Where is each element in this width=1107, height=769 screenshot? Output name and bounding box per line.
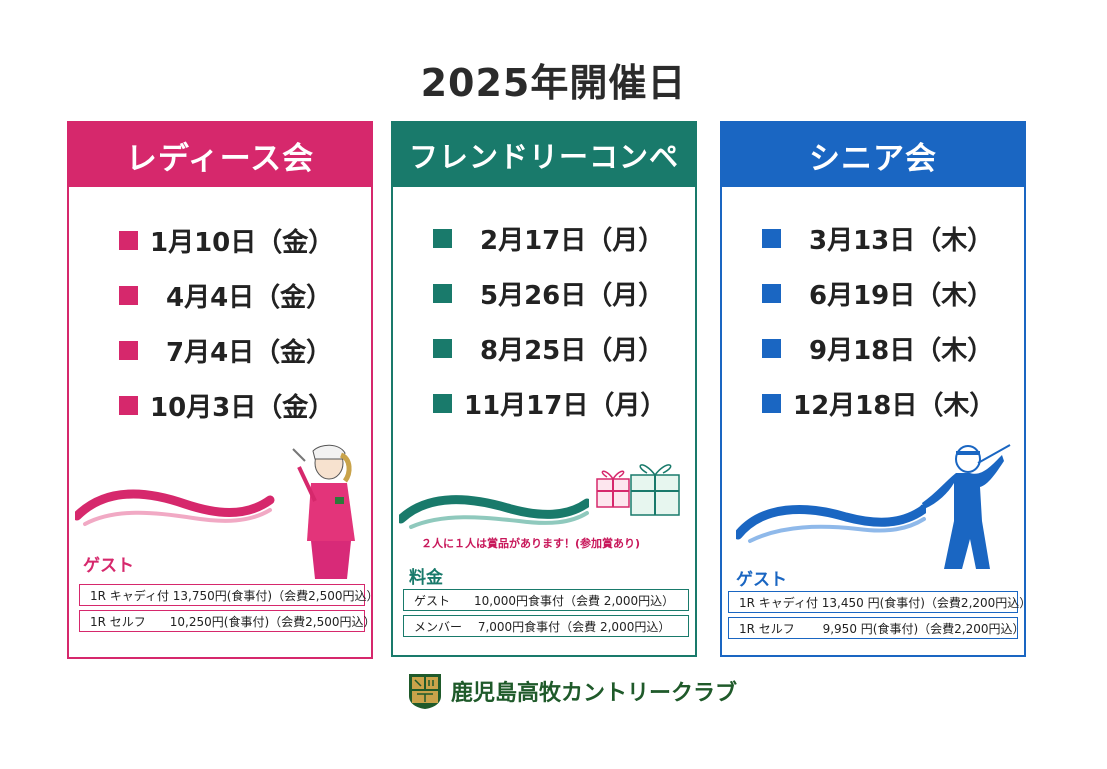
bullet-square-icon	[433, 338, 452, 358]
bullet-square-icon	[119, 340, 138, 360]
ladies-date-1: 1月10日（金）	[119, 220, 334, 260]
bullet-square-icon	[119, 395, 138, 415]
senior-date-3: 9月18日（木）	[762, 328, 993, 368]
friendly-date-1: 2月17日（月）	[433, 218, 664, 258]
senior-fee-caddie: 1R キャディ付 13,450 円(食事付)（会費2,200円込）	[728, 591, 1031, 613]
ladies-date-2: 4月4日（金）	[119, 275, 332, 315]
friendly-fee-member: メンバー 7,000円食事付（会費 2,000円込）	[403, 615, 689, 637]
friendly-card: フレンドリーコンペ 2月17日（月） 5月26日（月） 8月25日（月） 11月…	[391, 121, 697, 657]
senior-date-2: 6月19日（木）	[762, 273, 993, 313]
teal-ribbon-icon	[399, 495, 589, 529]
friendly-fee-guest: ゲスト 10,000円食事付（会費 2,000円込）	[403, 589, 689, 611]
club-emblem-icon	[409, 674, 441, 709]
club-name: 鹿児島高牧カントリークラブ	[451, 681, 738, 706]
lady-golfer-icon	[292, 444, 355, 579]
senior-header: シニア会	[722, 123, 1024, 187]
pink-ribbon-icon	[75, 489, 275, 526]
bullet-square-icon	[433, 393, 452, 413]
friendly-fee-label: 料金	[409, 568, 443, 588]
friendly-date-3: 8月25日（月）	[433, 328, 664, 368]
senior-fee-self: 1R セルフ 9,950 円(食事付)（会費2,200円込）	[728, 617, 1025, 639]
ladies-guest-label: ゲスト	[83, 556, 134, 576]
bullet-square-icon	[762, 393, 781, 413]
senior-date-1: 3月13日（木）	[762, 218, 993, 258]
ladies-header: レディース会	[69, 123, 371, 187]
ladies-fee-caddie: 1R キャディ付 13,750円(食事付)（会費2,500円込）	[79, 584, 378, 606]
footer-logo: 鹿児島高牧カントリークラブ	[407, 672, 737, 710]
bullet-square-icon	[762, 338, 781, 358]
bullet-square-icon	[433, 228, 452, 248]
bullet-square-icon	[762, 283, 781, 303]
ladies-date-4: 10月3日（金）	[119, 385, 334, 425]
senior-date-4: 12月18日（木）	[762, 383, 995, 423]
bullet-square-icon	[433, 283, 452, 303]
blue-ribbon-icon	[736, 504, 926, 543]
friendly-date-4: 11月17日（月）	[433, 383, 666, 423]
senior-guest-label: ゲスト	[736, 570, 787, 590]
friendly-date-2: 5月26日（月）	[433, 273, 664, 313]
ladies-card: レディース会 1月10日（金） 4月4日（金） 7月4日（金） 10月3日（金）…	[67, 121, 378, 659]
prize-note: ２人に１人は賞品があります！(参加賞あり)	[421, 537, 641, 550]
gift-boxes-icon	[596, 464, 680, 516]
male-golfer-icon	[918, 444, 1011, 569]
senior-card: シニア会 3月13日（木） 6月19日（木） 9月18日（木） 12月18日（木…	[720, 121, 1031, 657]
bullet-square-icon	[119, 285, 138, 305]
page-title: 2025年開催日	[420, 61, 687, 105]
friendly-header: フレンドリーコンペ	[393, 123, 695, 187]
ladies-date-3: 7月4日（金）	[119, 330, 332, 370]
bullet-square-icon	[119, 230, 138, 250]
bullet-square-icon	[762, 228, 781, 248]
ladies-fee-self: 1R セルフ 10,250円(食事付)（会費2,500円込）	[79, 610, 376, 632]
